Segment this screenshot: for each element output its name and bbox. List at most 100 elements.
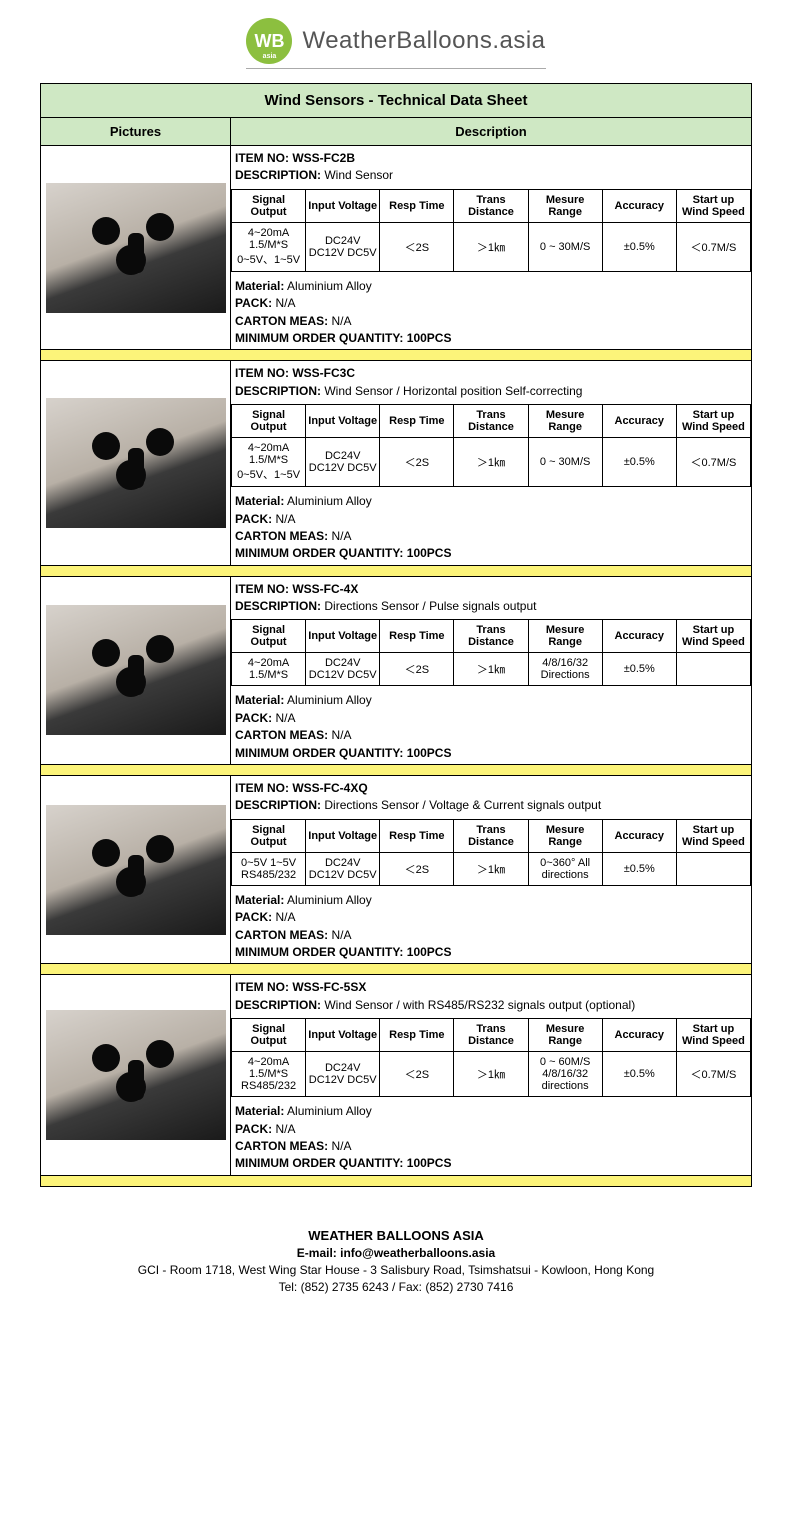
- moq-label: MINIMUM ORDER QUANTITY:: [235, 945, 403, 959]
- spec-value: 0 ~ 30M/S: [528, 222, 602, 271]
- logo-text: WeatherBalloons.asia: [302, 27, 545, 55]
- spec-head: Mesure Range: [528, 819, 602, 852]
- footer-address: GCI - Room 1718, West Wing Star House - …: [40, 1262, 752, 1279]
- moq-value: 100PCS: [407, 1156, 452, 1170]
- spec-value: 4/8/16/32 Directions: [528, 653, 602, 686]
- page-title: Wind Sensors - Technical Data Sheet: [41, 84, 752, 118]
- spec-value: DC24V DC12V DC5V: [306, 653, 380, 686]
- spec-value: ＞1㎞: [454, 852, 528, 885]
- moq-value: 100PCS: [407, 746, 452, 760]
- header-logo: WB asia WeatherBalloons.asia: [40, 8, 752, 83]
- spec-head: Start up Wind Speed: [676, 405, 750, 438]
- spec-value: ＜2S: [380, 438, 454, 487]
- product-description-cell: ITEM NO: WSS-FC-4XQDESCRIPTION: Directio…: [231, 776, 752, 964]
- product-image: [46, 398, 226, 528]
- moq-label: MINIMUM ORDER QUANTITY:: [235, 331, 403, 345]
- col-head-description: Description: [231, 118, 752, 146]
- moq-value: 100PCS: [407, 546, 452, 560]
- product-description-cell: ITEM NO: WSS-FC3CDESCRIPTION: Wind Senso…: [231, 361, 752, 565]
- product-row: ITEM NO: WSS-FC3CDESCRIPTION: Wind Senso…: [41, 361, 752, 565]
- carton-label: CARTON MEAS:: [235, 314, 328, 328]
- spec-table: Signal OutputInput VoltageResp TimeTrans…: [231, 1018, 751, 1097]
- spec-value: 4~20mA 1.5/M*S: [232, 653, 306, 686]
- product-row: ITEM NO: WSS-FC-4XQDESCRIPTION: Directio…: [41, 776, 752, 964]
- product-picture-cell: [41, 776, 231, 964]
- spec-head: Signal Output: [232, 819, 306, 852]
- product-image: [46, 1010, 226, 1140]
- material-label: Material:: [235, 1104, 284, 1118]
- spec-head: Input Voltage: [306, 189, 380, 222]
- spec-value: ＞1㎞: [454, 222, 528, 271]
- spec-value: DC24V DC12V DC5V: [306, 222, 380, 271]
- separator-row: [41, 350, 752, 361]
- spec-head: Start up Wind Speed: [676, 1019, 750, 1052]
- carton-value: N/A: [331, 314, 351, 328]
- spec-head: Signal Output: [232, 620, 306, 653]
- logo-badge: WB asia: [246, 18, 292, 64]
- carton-label: CARTON MEAS:: [235, 529, 328, 543]
- product-description-cell: ITEM NO: WSS-FC-4XDESCRIPTION: Direction…: [231, 576, 752, 764]
- pack-value: N/A: [275, 910, 295, 924]
- product-picture-cell: [41, 146, 231, 350]
- spec-value: 0 ~ 60M/S 4/8/16/32 directions: [528, 1052, 602, 1097]
- spec-value: ＜2S: [380, 222, 454, 271]
- spec-value: 0~5V 1~5V RS485/232: [232, 852, 306, 885]
- spec-head: Signal Output: [232, 405, 306, 438]
- spec-value: ＞1㎞: [454, 438, 528, 487]
- spec-head: Trans Distance: [454, 189, 528, 222]
- spec-head: Input Voltage: [306, 405, 380, 438]
- product-image: [46, 805, 226, 935]
- description-label: DESCRIPTION:: [235, 599, 321, 613]
- spec-value: 0~360° All directions: [528, 852, 602, 885]
- description-label: DESCRIPTION:: [235, 798, 321, 812]
- spec-head: Resp Time: [380, 620, 454, 653]
- spec-head: Trans Distance: [454, 620, 528, 653]
- product-picture-cell: [41, 361, 231, 565]
- spec-head: Resp Time: [380, 189, 454, 222]
- spec-head: Start up Wind Speed: [676, 620, 750, 653]
- moq-label: MINIMUM ORDER QUANTITY:: [235, 1156, 403, 1170]
- spec-value: DC24V DC12V DC5V: [306, 852, 380, 885]
- pack-label: PACK:: [235, 512, 272, 526]
- datasheet-table: Wind Sensors - Technical Data Sheet Pict…: [40, 83, 752, 1187]
- spec-head: Start up Wind Speed: [676, 819, 750, 852]
- description-value: Directions Sensor / Pulse signals output: [324, 599, 536, 613]
- spec-table: Signal OutputInput VoltageResp TimeTrans…: [231, 189, 751, 272]
- spec-value: ＜0.7M/S: [676, 438, 750, 487]
- separator-row: [41, 765, 752, 776]
- spec-value: DC24V DC12V DC5V: [306, 1052, 380, 1097]
- spec-value: ±0.5%: [602, 222, 676, 271]
- material-value: Aluminium Alloy: [287, 893, 372, 907]
- spec-head: Accuracy: [602, 620, 676, 653]
- description-value: Wind Sensor / Horizontal position Self-c…: [324, 384, 582, 398]
- spec-value: 4~20mA 1.5/M*S 0~5V、1~5V: [232, 222, 306, 271]
- item-no-label: ITEM NO:: [235, 151, 289, 165]
- product-row: ITEM NO: WSS-FC2BDESCRIPTION: Wind Senso…: [41, 146, 752, 350]
- spec-value: 4~20mA 1.5/M*S 0~5V、1~5V: [232, 438, 306, 487]
- item-no-value: WSS-FC-4XQ: [292, 781, 367, 795]
- spec-head: Mesure Range: [528, 189, 602, 222]
- item-no-value: WSS-FC3C: [292, 366, 355, 380]
- spec-value: ＜0.7M/S: [676, 1052, 750, 1097]
- spec-value: [676, 852, 750, 885]
- product-row: ITEM NO: WSS-FC-4XDESCRIPTION: Direction…: [41, 576, 752, 764]
- item-no-value: WSS-FC-5SX: [292, 980, 366, 994]
- spec-head: Mesure Range: [528, 405, 602, 438]
- product-picture-cell: [41, 975, 231, 1175]
- item-no-value: WSS-FC2B: [292, 151, 355, 165]
- carton-label: CARTON MEAS:: [235, 1139, 328, 1153]
- spec-value: ＜2S: [380, 653, 454, 686]
- spec-value: [676, 653, 750, 686]
- description-label: DESCRIPTION:: [235, 998, 321, 1012]
- pack-label: PACK:: [235, 910, 272, 924]
- spec-value: ±0.5%: [602, 438, 676, 487]
- spec-head: Trans Distance: [454, 819, 528, 852]
- item-no-label: ITEM NO:: [235, 781, 289, 795]
- spec-head: Accuracy: [602, 1019, 676, 1052]
- spec-value: DC24V DC12V DC5V: [306, 438, 380, 487]
- pack-label: PACK:: [235, 296, 272, 310]
- pack-label: PACK:: [235, 711, 272, 725]
- item-no-label: ITEM NO:: [235, 980, 289, 994]
- spec-head: Accuracy: [602, 189, 676, 222]
- spec-value: ＜2S: [380, 852, 454, 885]
